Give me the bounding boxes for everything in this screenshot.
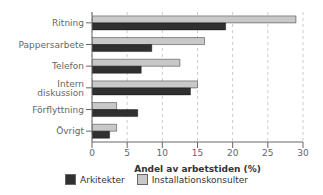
svg-text:Förflyttning: Förflyttning (32, 105, 84, 115)
svg-text:Övrigt: Övrigt (56, 126, 84, 136)
svg-text:25: 25 (262, 148, 273, 158)
svg-text:10: 10 (157, 148, 169, 158)
svg-text:0: 0 (89, 148, 95, 158)
svg-text:Pappersarbete: Pappersarbete (19, 40, 85, 50)
svg-text:5: 5 (124, 148, 130, 158)
svg-text:15: 15 (192, 148, 203, 158)
svg-text:Ritning: Ritning (52, 18, 84, 28)
svg-text:Andel av arbetstiden (%): Andel av arbetstiden (%) (134, 164, 261, 174)
svg-text:Telefon: Telefon (51, 61, 84, 71)
svg-text:30: 30 (297, 148, 309, 158)
html-text:Arkitekter: Arkitekter (80, 174, 125, 185)
svg-text:Interndiskussion: Interndiskussion (37, 79, 84, 98)
html-text:Installationskonsulter: Installationskonsulter (151, 174, 248, 185)
svg-text:20: 20 (227, 148, 239, 158)
